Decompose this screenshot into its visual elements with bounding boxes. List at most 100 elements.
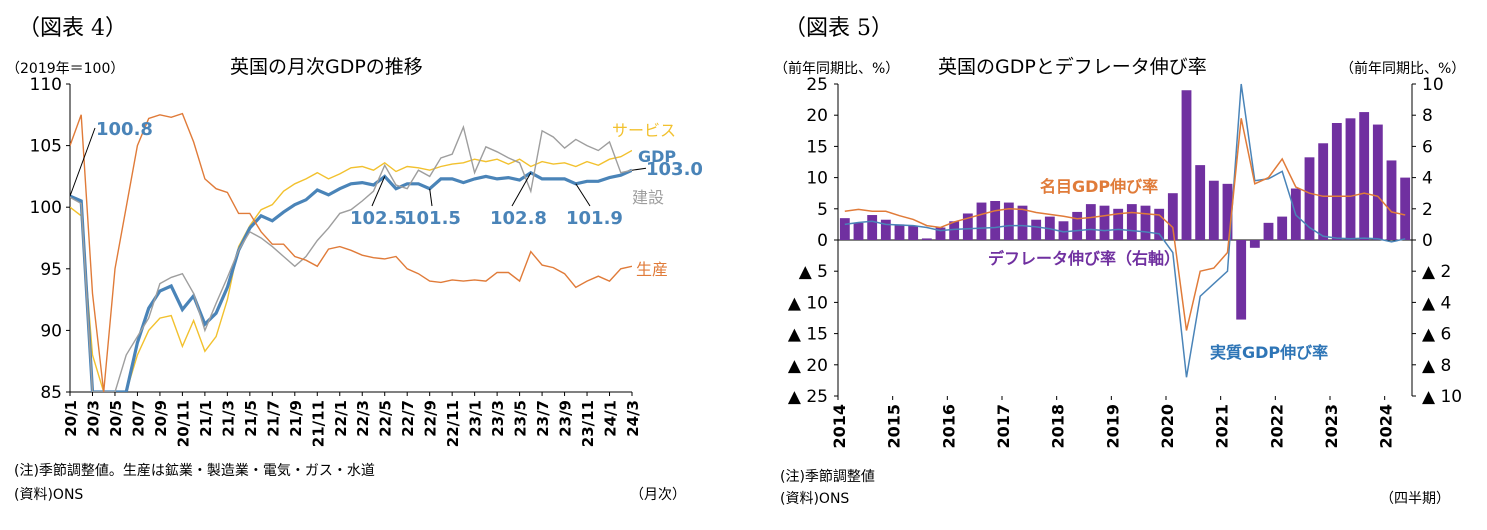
- x-tick-label: 21/5: [242, 400, 260, 437]
- annotation-real: 実質GDP伸び率: [1210, 343, 1328, 362]
- deflator-bar: [1318, 143, 1329, 240]
- callout-label: 102.8: [490, 208, 547, 229]
- left-tick-label: ▲ 10: [788, 293, 828, 313]
- chart-title: 英国のGDPとデフレータ伸び率: [938, 56, 1207, 78]
- left-tick-label: 0: [817, 231, 828, 251]
- deflator-bar: [1236, 240, 1247, 320]
- callout-line: [631, 167, 647, 171]
- right-tick-label: ▲ 4: [1422, 293, 1451, 313]
- note: (注)季節調整値。生産は鉱業・製造業・電気・ガス・水道: [14, 463, 375, 479]
- x-tick-label: 22/11: [444, 400, 462, 447]
- x-tick-label: 22/3: [354, 400, 372, 437]
- right-tick-label: ▲ 6: [1422, 325, 1451, 345]
- figure-label: （図表 4）: [18, 16, 127, 41]
- x-tick-label: 20/9: [152, 400, 170, 437]
- deflator-bar: [867, 215, 878, 240]
- x-tick-label: 23/3: [489, 400, 507, 437]
- callout-label: 101.5: [404, 208, 461, 229]
- source: (資料)ONS: [780, 491, 850, 507]
- callout-line: [69, 127, 96, 197]
- left-tick-label: ▲ 20: [788, 356, 828, 376]
- deflator-bar: [839, 218, 850, 240]
- callout-label: 101.9: [566, 208, 623, 229]
- gdp-deflator-panel: （図表 5） 英国のGDPとデフレータ伸び率 （前年同期比、%） （前年同期比、…: [740, 0, 1487, 530]
- left-tick-label: 15: [806, 137, 828, 157]
- deflator-bar: [1003, 202, 1014, 240]
- x-tick-label: 2018: [1049, 404, 1068, 449]
- deflator-bar: [1372, 124, 1383, 240]
- monthly-gdp-chart: 85 90 95 100 105 110 20/1 20/3 20/5 20/7 20/9 20/11…: [30, 75, 703, 447]
- x-tick-label: 23/9: [557, 400, 575, 437]
- callout-label: 100.8: [96, 119, 153, 140]
- deflator-bar: [1167, 193, 1178, 240]
- left-tick-label: ▲ 5: [799, 262, 828, 282]
- monthly-gdp-panel: （図表 4） 英国の月次GDPの推移 （2019年＝100） 85 90 95 100…: [0, 0, 740, 530]
- x-tick-label: 2020: [1158, 404, 1177, 449]
- x-tick-label: 22/1: [332, 400, 350, 437]
- x-tick-label: 23/11: [579, 400, 597, 447]
- legend-label: サービス: [612, 121, 676, 140]
- y-tick-label: 105: [30, 137, 62, 157]
- x-tick-label: 2015: [885, 404, 904, 449]
- series-line-建設: [70, 124, 632, 392]
- deflator-bar: [935, 227, 946, 240]
- deflator-bar: [894, 224, 905, 240]
- x-tick-label: 22/9: [422, 400, 440, 437]
- deflator-bar: [1017, 205, 1028, 240]
- x-tick-label: 2017: [994, 404, 1013, 449]
- annotation-deflator: デフレータ伸び率（右軸）: [988, 249, 1180, 268]
- left-tick-label: 10: [806, 169, 828, 189]
- deflator-bar: [1222, 183, 1233, 240]
- figure-label: （図表 5）: [784, 16, 893, 41]
- x-tick-label: 23/1: [467, 400, 485, 437]
- deflator-bar: [1386, 160, 1397, 240]
- deflator-bar: [1072, 211, 1083, 240]
- right-tick-label: 10: [1422, 75, 1444, 95]
- x-tick-label: 21/9: [287, 400, 305, 437]
- period-note: （四半期）: [1380, 491, 1450, 507]
- deflator-bar: [1181, 90, 1192, 241]
- deflator-bar: [1263, 222, 1274, 240]
- right-tick-label: 0: [1422, 231, 1433, 251]
- x-tick-label: 21/3: [219, 400, 237, 437]
- deflator-bar: [1099, 205, 1110, 240]
- deflator-bar: [1085, 204, 1096, 240]
- y-tick-label: 85: [40, 383, 62, 403]
- right-tick-label: ▲ 2: [1422, 262, 1451, 282]
- deflator-bar: [1304, 157, 1315, 240]
- callout-label: 102.5: [350, 208, 407, 229]
- x-tick-label: 20/3: [84, 400, 102, 437]
- x-tick-label: 2022: [1267, 404, 1286, 449]
- deflator-bar: [1113, 208, 1124, 240]
- x-tick-label: 2024: [1377, 404, 1396, 449]
- x-tick-label: 24/3: [624, 400, 642, 437]
- annotation-nominal: 名目GDP伸び率: [1040, 177, 1158, 196]
- deflator-bar: [1154, 208, 1165, 240]
- right-tick-label: 8: [1422, 106, 1433, 126]
- note: (注)季節調整値: [780, 469, 875, 485]
- y-tick-label: 110: [30, 75, 62, 95]
- y-tick-label: 90: [40, 321, 62, 341]
- right-tick-label: ▲ 10: [1422, 387, 1462, 407]
- x-tick-label: 21/11: [309, 400, 327, 447]
- x-tick-label: 2023: [1322, 404, 1341, 449]
- deflator-bar: [1126, 204, 1137, 240]
- series-line-GDP: [70, 168, 632, 392]
- deflator-bar: [1345, 118, 1356, 240]
- callout-line: [371, 176, 386, 207]
- deflator-bar: [1195, 165, 1206, 240]
- legend-label: 生産: [636, 260, 668, 279]
- deflator-bar: [1140, 205, 1151, 240]
- x-tick-label: 22/7: [399, 400, 417, 437]
- right-tick-label: 4: [1422, 169, 1433, 189]
- right-tick-label: 6: [1422, 137, 1433, 157]
- series-line-生産: [70, 112, 632, 392]
- x-tick-label: 2019: [1103, 404, 1122, 449]
- right-tick-label: 2: [1422, 200, 1433, 220]
- deflator-bar: [1331, 123, 1342, 240]
- deflator-bar: [962, 213, 973, 240]
- right-tick-label: ▲ 8: [1422, 356, 1451, 376]
- series-line-名目GDP伸び率: [844, 118, 1406, 331]
- series-line-サービス: [70, 149, 632, 392]
